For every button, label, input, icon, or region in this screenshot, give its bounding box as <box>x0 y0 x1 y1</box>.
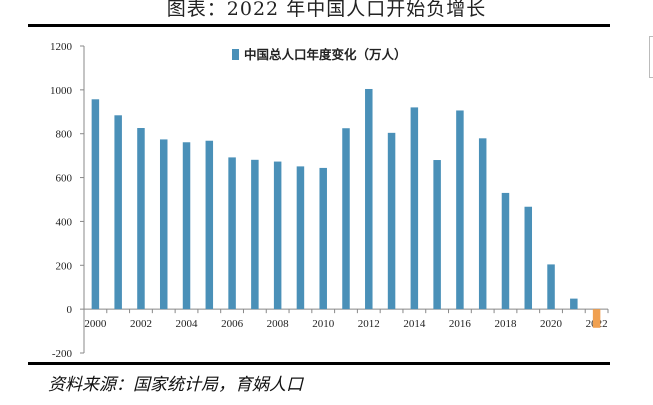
bar-2021 <box>570 298 578 310</box>
x-tick-label: 2000 <box>84 318 107 330</box>
x-tick-label: 2020 <box>540 318 563 330</box>
x-tick-label: 2014 <box>403 318 426 330</box>
y-tick-label: 600 <box>56 173 73 185</box>
bar-2018 <box>501 192 510 310</box>
source-note: 资料来源：国家统计局，育娲人口 <box>48 375 303 395</box>
bottom-rule <box>28 362 610 365</box>
x-tick-label: 2010 <box>312 318 335 330</box>
y-tick-label: -200 <box>52 348 73 360</box>
legend: 中国总人口年度变化（万人） <box>232 47 407 62</box>
bar-2001 <box>114 115 122 310</box>
bar-2017 <box>478 138 487 310</box>
x-tick-label: 2004 <box>176 318 199 330</box>
page-title: 图表：2022 年中国人口开始负增长 <box>166 0 487 20</box>
bar-2014 <box>410 107 419 310</box>
y-tick-label: 0 <box>67 304 73 316</box>
bar-2020 <box>547 264 555 310</box>
axes: -200 0 200 400 600 800 1000 1200 2000 2002 2004 200… <box>50 41 609 360</box>
bar-2008 <box>273 161 282 310</box>
y-tick-label: 200 <box>56 260 73 272</box>
y-tick-label: 1000 <box>50 85 73 97</box>
bar-2011 <box>342 128 350 310</box>
bar-2000 <box>91 99 100 310</box>
bar-2019 <box>524 206 533 310</box>
legend-label: 中国总人口年度变化（万人） <box>244 47 407 62</box>
bar-2015 <box>433 160 441 310</box>
bar-2009 <box>296 166 305 310</box>
bar-2007 <box>251 159 259 310</box>
bar-2016 <box>456 110 464 310</box>
bar-2002 <box>137 128 145 310</box>
bar-2006 <box>228 157 236 310</box>
y-tick-label: 1200 <box>50 41 73 53</box>
bar-2005 <box>205 140 214 310</box>
bar-2003 <box>159 139 168 310</box>
bar-2004 <box>182 142 191 310</box>
top-rule <box>28 24 610 27</box>
x-tick-label: 2016 <box>449 318 472 330</box>
legend-swatch <box>232 49 239 60</box>
x-tick-label: 2018 <box>494 318 517 330</box>
x-tick-label: 2002 <box>130 318 152 330</box>
x-tick-label: 2012 <box>358 318 380 330</box>
bar-2013 <box>387 132 396 310</box>
y-tick-label: 400 <box>56 216 73 228</box>
bar-2022 <box>592 309 601 328</box>
y-tick-label: 800 <box>56 129 73 141</box>
side-box <box>649 36 653 78</box>
bar-2010 <box>319 167 327 310</box>
bar-2012 <box>365 88 373 310</box>
x-tick-label: 2008 <box>267 318 290 330</box>
x-tick-label: 2006 <box>221 318 244 330</box>
bars <box>91 88 601 328</box>
